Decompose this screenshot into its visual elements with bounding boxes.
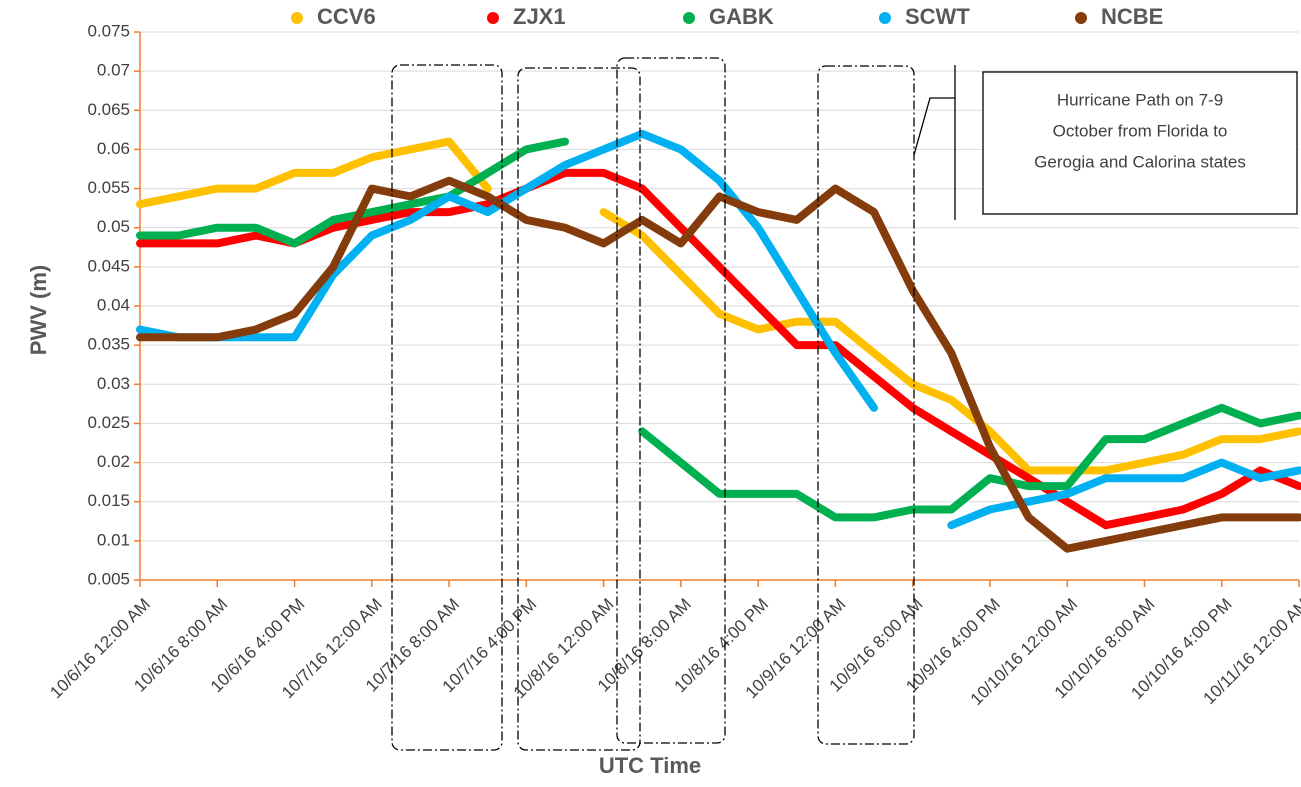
x-axis-label: UTC Time (599, 753, 701, 778)
series-line (136, 168, 1301, 530)
annotation-text: Gerogia and Calorina states (1034, 152, 1246, 171)
legend-marker (879, 12, 891, 24)
y-tick-label: 0.005 (87, 569, 130, 588)
y-tick-label: 0.04 (97, 295, 130, 314)
legend-marker (683, 12, 695, 24)
legend-label: ZJX1 (513, 4, 566, 29)
legend-marker (291, 12, 303, 24)
y-tick-label: 0.075 (87, 21, 130, 40)
legend-label: GABK (709, 4, 774, 29)
legend-marker (1075, 12, 1087, 24)
y-tick-label: 0.015 (87, 491, 130, 510)
series-line (136, 176, 1301, 553)
legend-label: CCV6 (317, 4, 376, 29)
legend-label: SCWT (905, 4, 970, 29)
highlight-box (616, 57, 726, 744)
y-tick-label: 0.06 (97, 139, 130, 158)
series-line (136, 137, 1301, 475)
annotation-pointer (913, 97, 955, 156)
y-tick-label: 0.045 (87, 256, 130, 275)
annotation-box (982, 71, 1298, 215)
y-tick-label: 0.07 (97, 61, 130, 80)
y-tick-label: 0.065 (87, 100, 130, 119)
y-tick-label: 0.035 (87, 335, 130, 354)
series-line (136, 129, 1301, 530)
y-tick-label: 0.03 (97, 374, 130, 393)
annotation: Hurricane Path on 7-9 October from Flori… (913, 65, 1298, 220)
legend: CCV6 ZJX1 GABK SCWT NCBE (291, 4, 1163, 29)
highlight-box (517, 67, 641, 751)
legend-label: NCBE (1101, 4, 1163, 29)
y-tick-label: 0.02 (97, 452, 130, 471)
legend-marker (487, 12, 499, 24)
y-tick-label: 0.025 (87, 413, 130, 432)
annotation-text: October from Florida to (1053, 121, 1228, 140)
highlight-boxes (391, 57, 915, 751)
highlight-box (391, 64, 503, 751)
y-tick-label: 0.055 (87, 178, 130, 197)
y-axis-label: PWV (m) (26, 265, 51, 355)
y-tick-label: 0.05 (97, 217, 130, 236)
annotation-text: Hurricane Path on 7-9 (1057, 90, 1223, 109)
series-line (136, 137, 1301, 522)
highlight-box (817, 65, 915, 745)
y-tick-label: 0.01 (97, 530, 130, 549)
